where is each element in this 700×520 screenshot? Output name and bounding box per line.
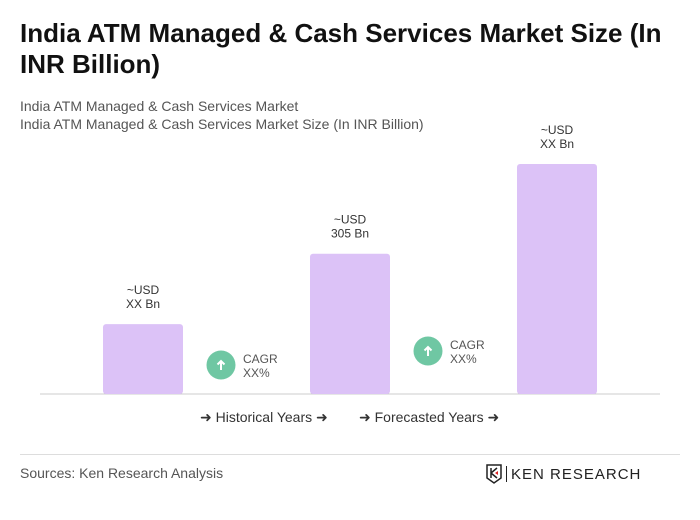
bar-label-2-0: ~USD	[541, 123, 574, 137]
legend-historical-label: Historical Years	[215, 409, 313, 425]
logo-icon	[486, 464, 502, 484]
subtitle: India ATM Managed & Cash Services Market	[20, 98, 299, 114]
bar-label-2-1: XX Bn	[540, 137, 574, 151]
cagr-value-1: XX%	[450, 352, 477, 366]
cagr-label-0: CAGR	[243, 352, 278, 366]
arrow-up-icon	[216, 359, 226, 370]
divider	[20, 454, 680, 455]
legend-historical: ➜ Historical Years ➜	[200, 409, 328, 425]
ken-research-logo: KEN RESEARCH	[486, 464, 641, 484]
bar-label-0-1: XX Bn	[126, 297, 160, 311]
bar-0	[103, 324, 183, 394]
bar-label-1-1: 305 Bn	[331, 227, 369, 241]
page-title: India ATM Managed & Cash Services Market…	[20, 18, 662, 79]
source-text: Sources: Ken Research Analysis	[20, 465, 224, 481]
bar-label-1-0: ~USD	[334, 213, 367, 227]
bar-2	[517, 164, 597, 394]
subtitle-2: India ATM Managed & Cash Services Market…	[20, 116, 424, 132]
legend-forecasted-label: Forecasted Years	[374, 409, 484, 425]
arrow-up-icon	[423, 345, 433, 356]
legend-forecasted: ➜ Forecasted Years ➜	[359, 409, 500, 425]
bar-label-0-0: ~USD	[127, 283, 160, 297]
bar-1	[310, 253, 390, 394]
logo-text: KEN RESEARCH	[511, 465, 642, 483]
cagr-label-1: CAGR	[450, 338, 485, 352]
cagr-value-0: XX%	[243, 366, 270, 380]
